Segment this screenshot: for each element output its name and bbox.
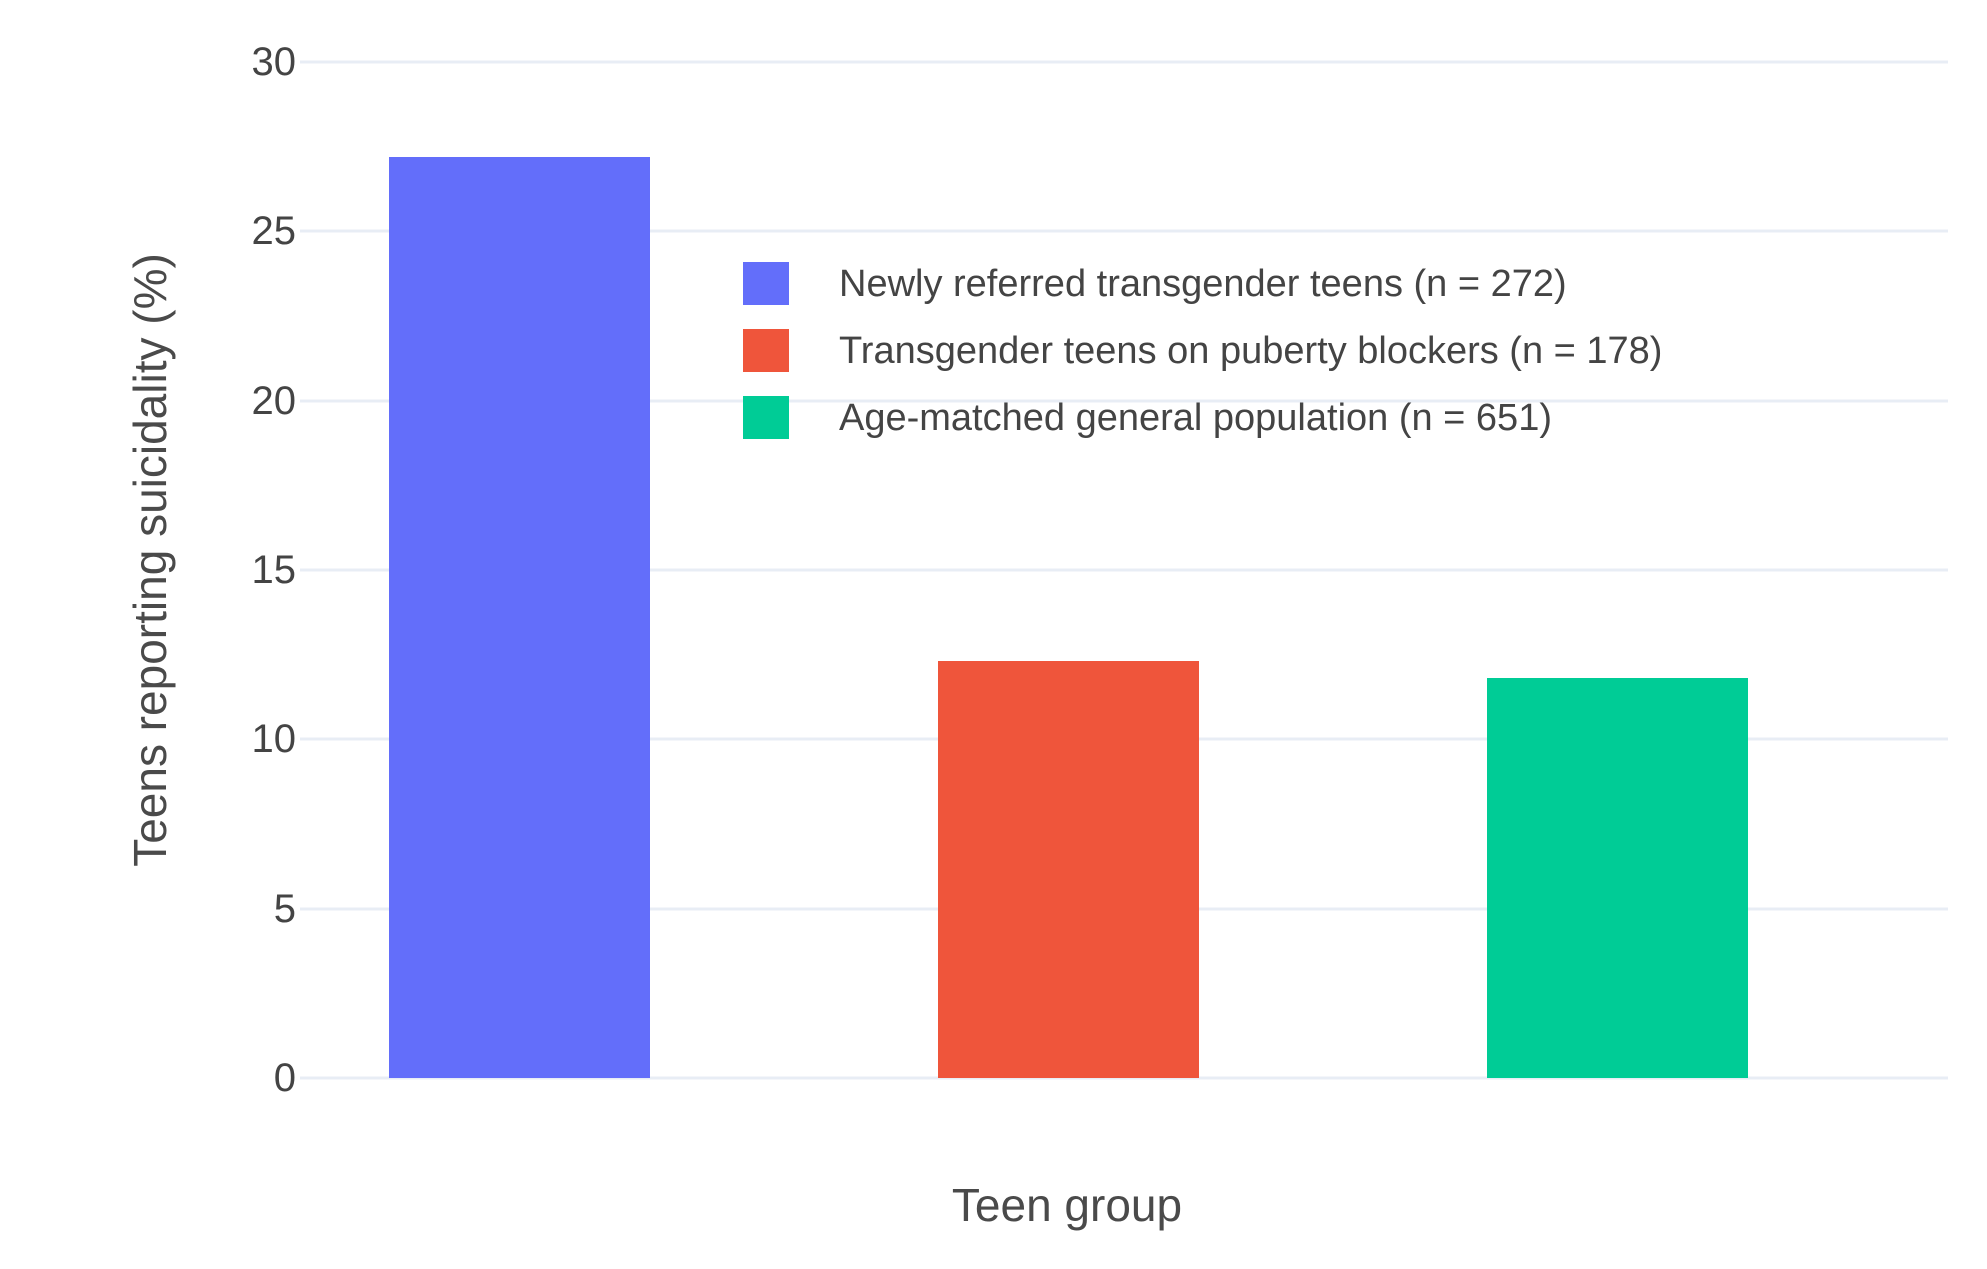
- legend-label: Transgender teens on puberty blockers (n…: [839, 329, 1663, 372]
- y-tick-label-0: 0: [273, 1056, 296, 1100]
- legend-label: Newly referred transgender teens (n = 27…: [839, 262, 1567, 305]
- y-axis-tick-labels: 0 5 10 15 20 25 30: [0, 42, 297, 1098]
- bar-newly-referred-transgender-teens[interactable]: [389, 157, 650, 1078]
- y-tick-label-30: 30: [251, 40, 297, 84]
- legend-label: Age-matched general population (n = 651): [839, 396, 1552, 439]
- legend-swatch-icon: [743, 329, 789, 372]
- y-tick-label-20: 20: [251, 378, 297, 423]
- legend-item-1[interactable]: Transgender teens on puberty blockers (n…: [743, 317, 1662, 384]
- legend-item-2[interactable]: Age-matched general population (n = 651): [743, 384, 1662, 451]
- y-tick-label-10: 10: [251, 717, 297, 762]
- plot-area: [300, 60, 1948, 1080]
- y-tick-label-25: 25: [251, 209, 297, 254]
- bar-age-matched-general-population[interactable]: [1487, 678, 1748, 1078]
- bar-transgender-teens-on-puberty-blockers[interactable]: [938, 661, 1199, 1078]
- legend-item-0[interactable]: Newly referred transgender teens (n = 27…: [743, 250, 1662, 317]
- legend: Newly referred transgender teens (n = 27…: [743, 250, 1662, 451]
- gridline-20: [300, 399, 1948, 403]
- gridline-30: [300, 60, 1948, 64]
- legend-swatch-icon: [743, 396, 789, 439]
- gridline-15: [300, 568, 1948, 572]
- gridline-25: [300, 229, 1948, 233]
- gridline-0: [300, 1076, 1948, 1080]
- legend-swatch-icon: [743, 262, 789, 305]
- x-axis-title: Teen group: [951, 1179, 1183, 1231]
- y-tick-label-5: 5: [273, 886, 296, 931]
- y-tick-label-15: 15: [251, 548, 297, 592]
